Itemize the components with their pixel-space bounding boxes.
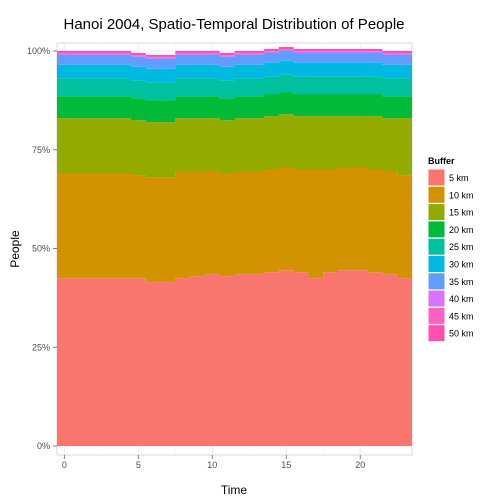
x-tick-label: 0 — [62, 460, 67, 470]
y-tick-label: 75% — [32, 145, 50, 155]
y-tick-label: 100% — [27, 46, 50, 56]
y-axis-title: People — [8, 230, 22, 268]
legend-swatch — [427, 220, 446, 239]
x-tick-label: 20 — [355, 460, 365, 470]
legend-label: 45 km — [449, 311, 474, 321]
legend-swatch — [427, 168, 446, 187]
legend-label: 25 km — [449, 242, 474, 252]
y-tick-label: 0% — [37, 441, 50, 451]
y-axis-ticks: 0% 25% 50% 75% 100% — [27, 46, 57, 451]
legend: Buffer 5 km 10 km 15 km 20 km 25 km 30 km 35 k… — [427, 156, 474, 343]
area-series-5-km — [57, 270, 412, 446]
chart-title: Hanoi 2004, Spatio-Temporal Distribution… — [63, 16, 404, 33]
area-series-10-km — [57, 167, 412, 283]
legend-swatch — [427, 237, 446, 256]
legend-swatch — [427, 272, 446, 291]
area-series-50-km — [57, 47, 412, 57]
x-axis-ticks: 0 5 10 15 20 — [62, 455, 365, 470]
legend-title: Buffer — [428, 156, 455, 166]
y-tick-label: 50% — [32, 244, 50, 254]
legend-swatch — [427, 324, 446, 343]
area-series-15-km — [57, 114, 412, 178]
legend-label: 15 km — [449, 208, 474, 218]
legend-label: 35 km — [449, 277, 474, 287]
area-series-group — [57, 47, 412, 446]
legend-swatch — [427, 203, 446, 222]
x-axis-title: Time — [221, 483, 248, 497]
x-tick-label: 10 — [207, 460, 217, 470]
area-series-30-km — [57, 60, 412, 83]
legend-label: 50 km — [449, 329, 474, 339]
legend-swatch — [427, 306, 446, 325]
legend-label: 20 km — [449, 225, 474, 235]
y-tick-label: 25% — [32, 342, 50, 352]
legend-label: 5 km — [449, 173, 469, 183]
x-tick-label: 15 — [281, 460, 291, 470]
legend-swatch — [427, 185, 446, 204]
legend-label: 40 km — [449, 294, 474, 304]
legend-swatch — [427, 289, 446, 308]
x-tick-label: 5 — [136, 460, 141, 470]
area-series-35-km — [57, 51, 412, 69]
legend-label: 10 km — [449, 190, 474, 200]
legend-label: 30 km — [449, 260, 474, 270]
legend-swatch — [427, 255, 446, 273]
